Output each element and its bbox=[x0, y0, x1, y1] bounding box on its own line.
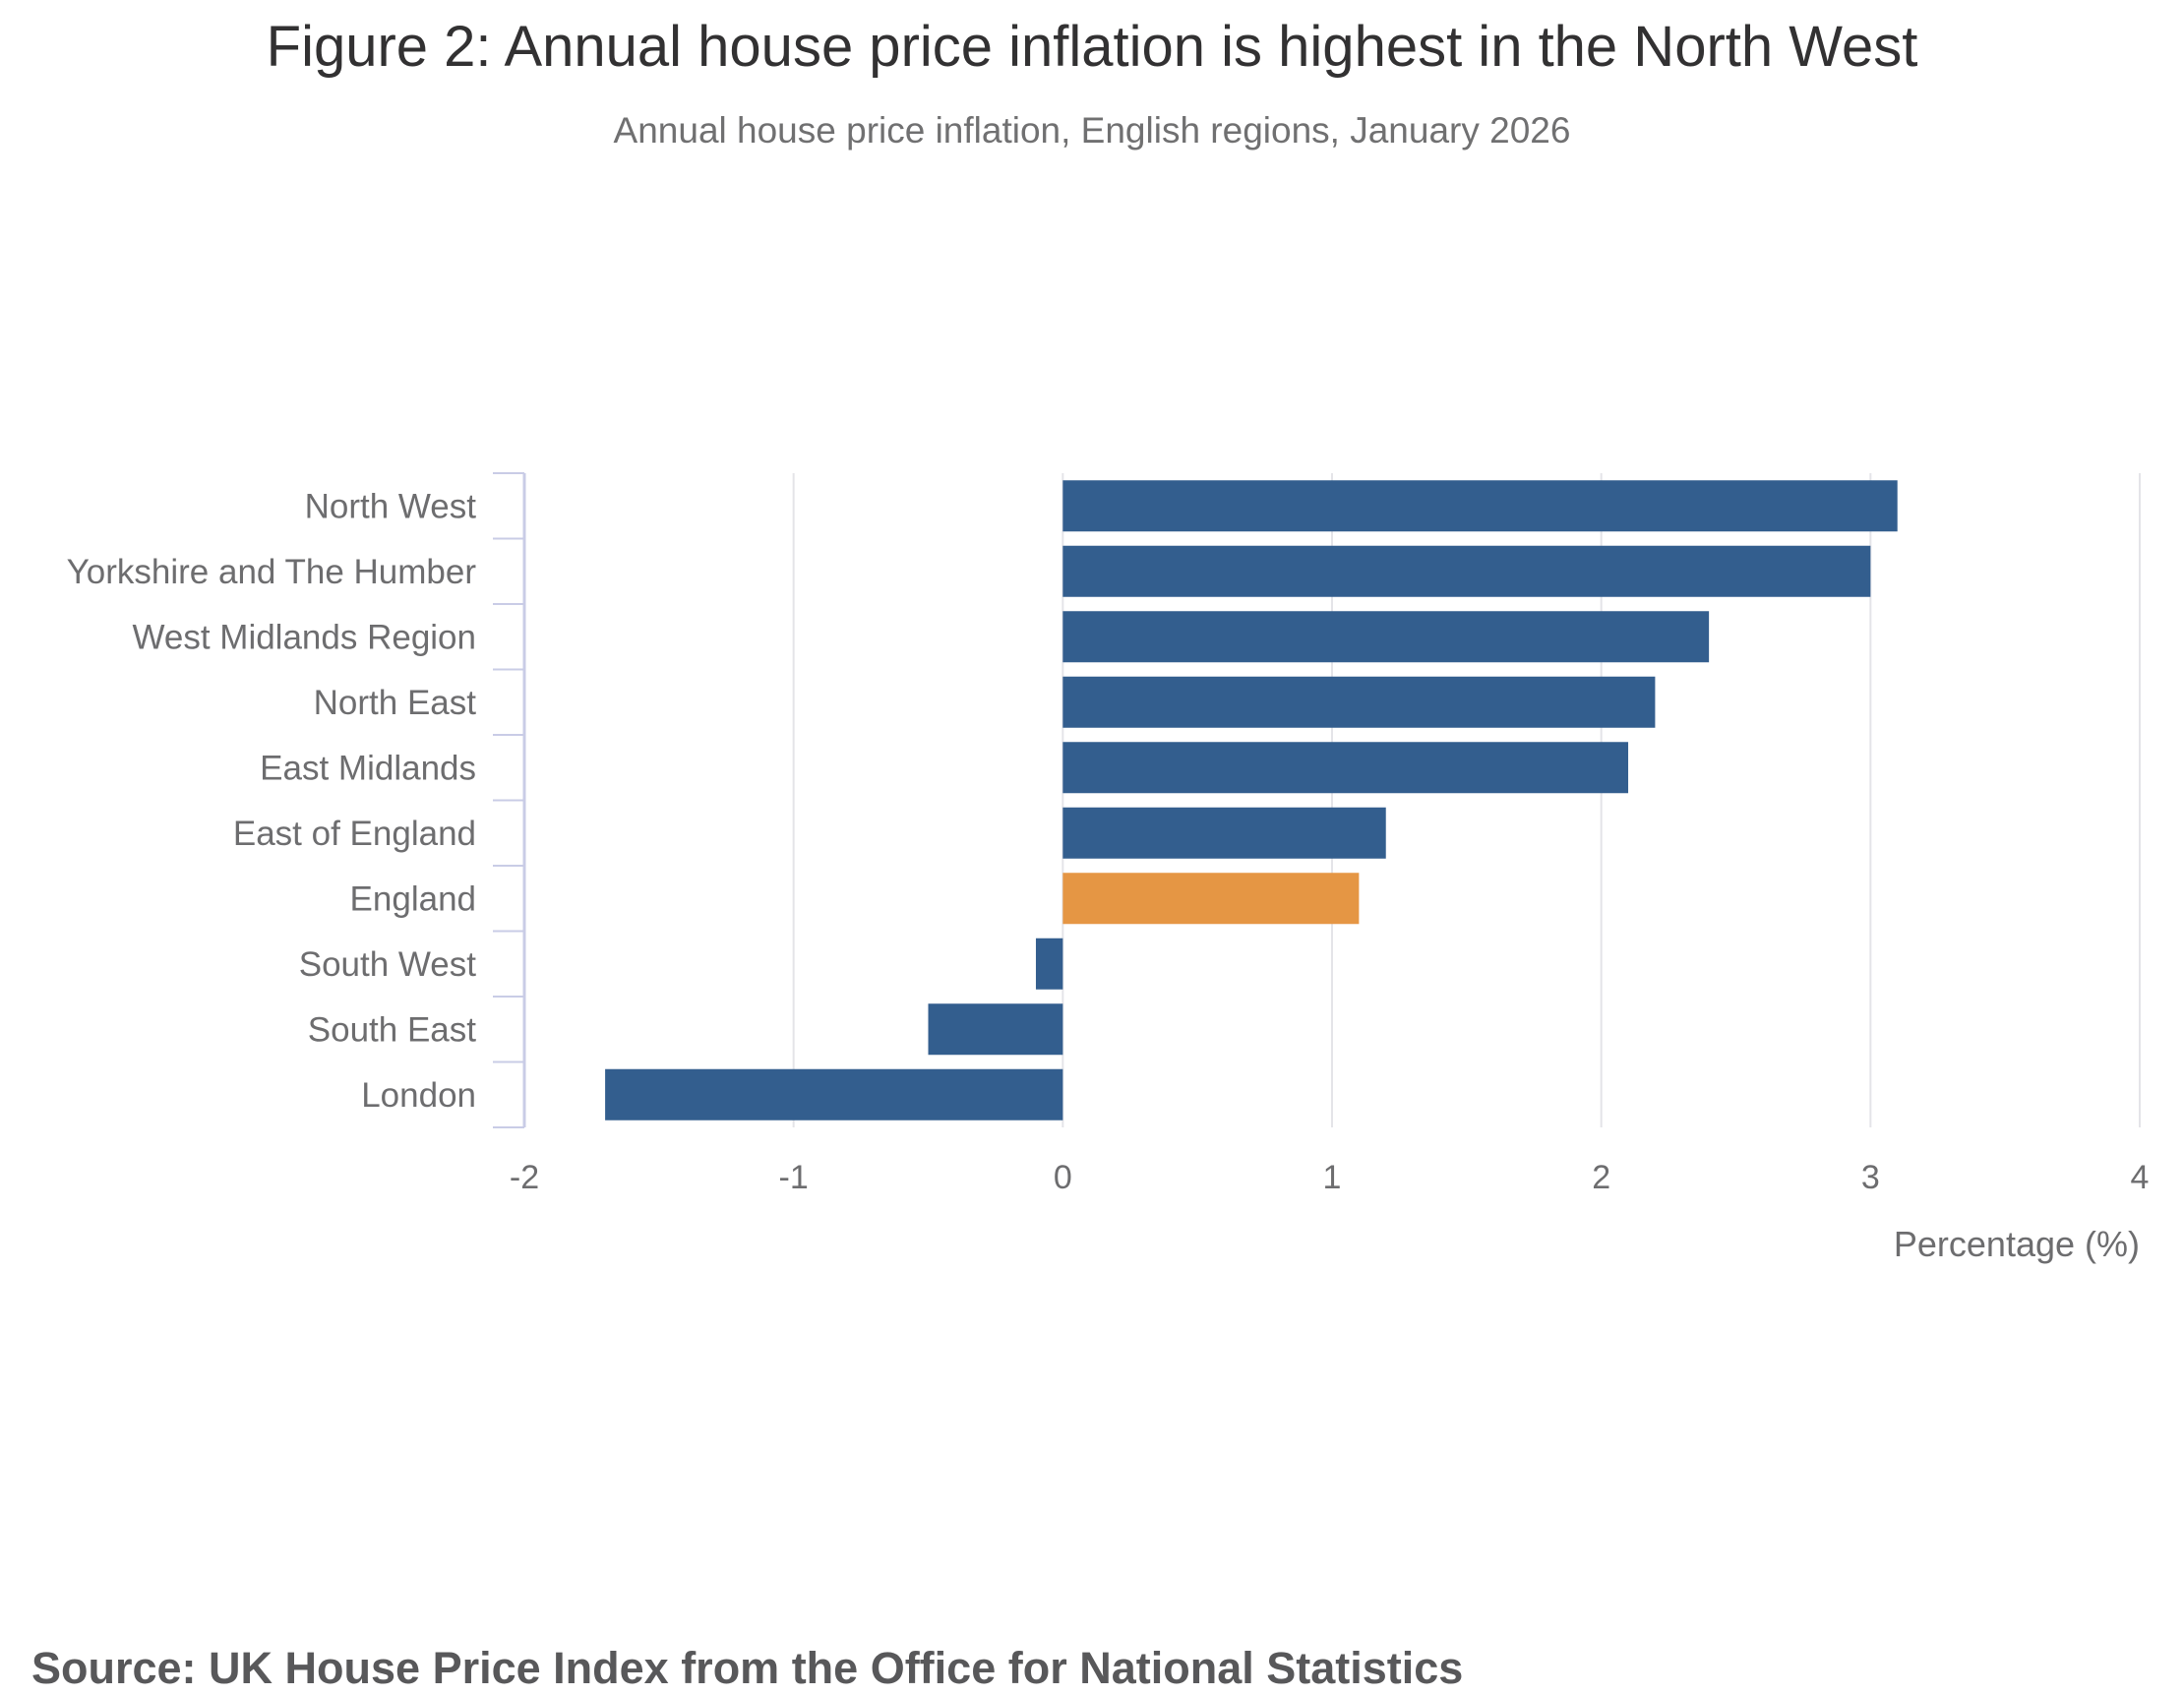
chart-title: Figure 2: Annual house price inflation i… bbox=[266, 15, 1918, 79]
bar-west-midlands-region bbox=[1062, 611, 1710, 663]
x-tick-label: 2 bbox=[1592, 1159, 1610, 1196]
y-category-label: South West bbox=[299, 945, 477, 984]
bar-north-west bbox=[1062, 480, 1898, 532]
y-category-label: East of England bbox=[233, 815, 476, 853]
bar-south-east bbox=[928, 1003, 1063, 1056]
bar-chart: -2 -1 0 1 2 3 4 North West Yorkshire and The Hum… bbox=[67, 472, 2150, 1264]
y-category-label: England bbox=[350, 879, 476, 918]
y-category-label: North East bbox=[314, 684, 477, 722]
x-tick-label: -2 bbox=[510, 1159, 539, 1196]
y-category-label: South East bbox=[308, 1010, 476, 1049]
chart-subtitle: Annual house price inflation, English re… bbox=[613, 110, 1571, 151]
bar-south-west bbox=[1035, 938, 1063, 990]
x-tick-label: 3 bbox=[1861, 1159, 1880, 1196]
x-tick-label: 0 bbox=[1054, 1159, 1072, 1196]
x-tick-label: 4 bbox=[2131, 1159, 2150, 1196]
bar-england bbox=[1062, 873, 1360, 925]
bar-london bbox=[605, 1068, 1063, 1121]
x-tick-label: -1 bbox=[779, 1159, 809, 1196]
bar-east-of-england bbox=[1062, 807, 1386, 859]
y-category-label: West Midlands Region bbox=[132, 618, 476, 656]
bar-north-east bbox=[1062, 676, 1656, 728]
x-axis-title: Percentage (%) bbox=[1894, 1224, 2140, 1264]
source-note: Source: UK House Price Index from the Of… bbox=[31, 1643, 1464, 1693]
y-category-label: Yorkshire and The Humber bbox=[67, 553, 477, 591]
y-category-label: London bbox=[361, 1076, 476, 1115]
x-tick-label: 1 bbox=[1323, 1159, 1342, 1196]
y-category-label: East Midlands bbox=[260, 749, 476, 787]
bar-east-midlands bbox=[1062, 742, 1629, 794]
y-category-label: North West bbox=[305, 487, 477, 525]
bar-yorkshire-and-the-humber bbox=[1062, 545, 1871, 597]
